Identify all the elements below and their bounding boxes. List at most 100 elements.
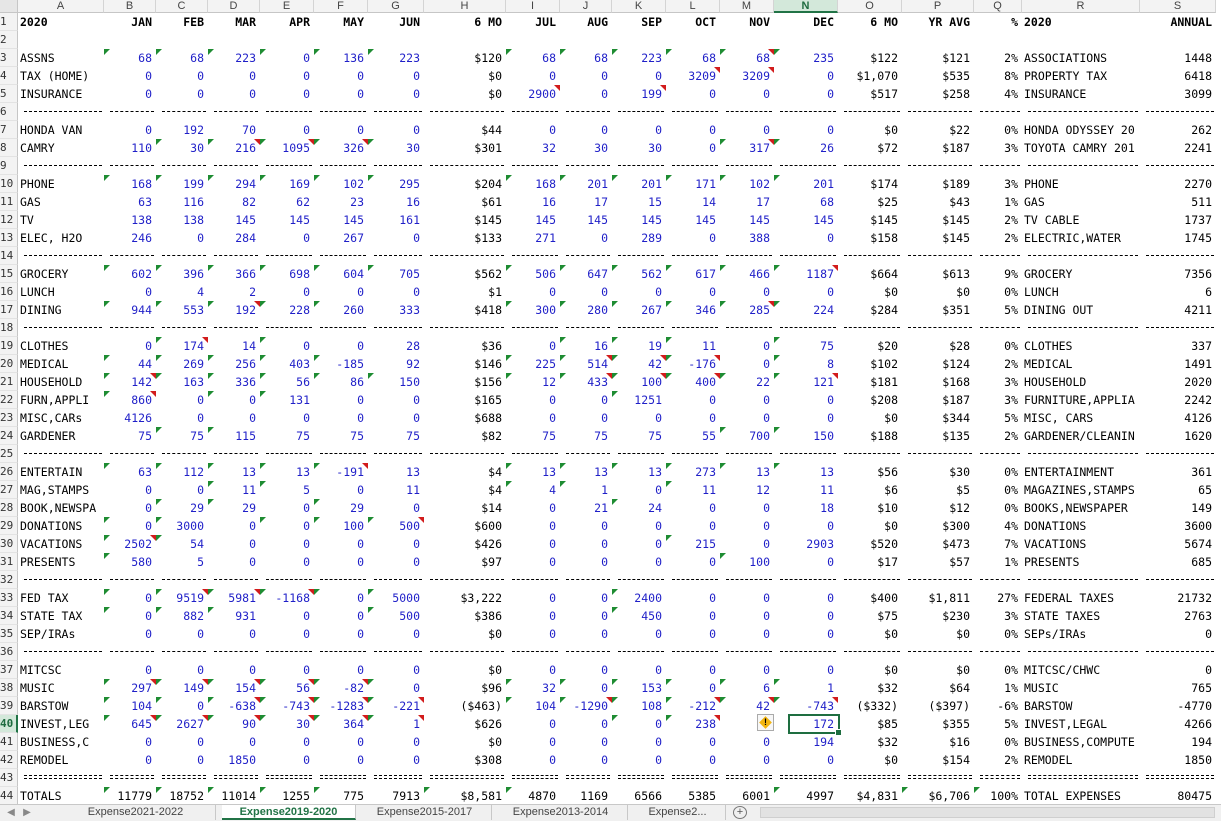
sheet-tab-2[interactable]: Expense2019-2020 — [222, 805, 356, 820]
cell-p17[interactable]: $351 — [942, 303, 970, 317]
cell-j10[interactable]: 201 — [560, 175, 612, 193]
cell-i8[interactable]: 32 — [542, 141, 556, 155]
cell-n21[interactable]: 121 — [774, 373, 838, 391]
cell-d34[interactable]: 931 — [208, 607, 260, 625]
cell-p26[interactable]: $30 — [949, 465, 970, 479]
column-header-f[interactable]: F — [314, 0, 368, 13]
column-header-g[interactable]: G — [368, 0, 424, 13]
cell-f16[interactable]: 0 — [357, 285, 364, 299]
cell-j40[interactable]: 0 — [601, 717, 608, 731]
cell-c21[interactable]: 163 — [156, 373, 208, 391]
cell-a11[interactable]: GAS — [20, 195, 41, 209]
cell-d22[interactable]: 0 — [208, 391, 260, 409]
cell-k31[interactable]: 0 — [655, 555, 662, 569]
cell-d37[interactable]: 0 — [249, 663, 256, 677]
cell-d19[interactable]: 14 — [242, 339, 256, 353]
row-header-31[interactable]: 31 — [0, 553, 18, 571]
cell-h30[interactable]: $426 — [474, 537, 502, 551]
cell-p21[interactable]: $168 — [942, 375, 970, 389]
cell-o34[interactable]: $75 — [877, 609, 898, 623]
cell-c13[interactable]: 0 — [197, 231, 204, 245]
column-header-e[interactable]: E — [260, 0, 314, 13]
cell-n20[interactable]: 8 — [774, 355, 838, 373]
cell-a19[interactable]: CLOTHES — [20, 339, 69, 353]
cell-o8[interactable]: $72 — [877, 141, 898, 155]
cell-q39[interactable]: -6% — [997, 699, 1018, 713]
cell-m5[interactable]: 0 — [763, 87, 770, 101]
cell-g20[interactable]: 92 — [406, 357, 420, 371]
cell-s34[interactable]: 2763 — [1184, 609, 1212, 623]
cell-h35[interactable]: $0 — [488, 627, 502, 641]
cell-k8[interactable]: 30 — [648, 141, 662, 155]
cell-q34[interactable]: 3% — [1004, 609, 1018, 623]
cell-r39[interactable]: BARSTOW — [1024, 699, 1073, 713]
cell-k42[interactable]: 0 — [655, 753, 662, 767]
cell-k24[interactable]: 75 — [648, 429, 662, 443]
cell-r24[interactable]: GARDENER/CLEANIN — [1024, 429, 1135, 443]
cell-r11[interactable]: GAS — [1024, 195, 1045, 209]
cell-d8[interactable]: 216 — [208, 139, 260, 157]
cell-a4[interactable]: TAX (HOME) — [20, 69, 90, 83]
cell-f27[interactable]: 0 — [357, 483, 364, 497]
cell-q3[interactable]: 2% — [1004, 51, 1018, 65]
cell-a24[interactable]: GARDENER — [20, 429, 76, 443]
cell-k29[interactable]: 0 — [655, 519, 662, 533]
cell-m29[interactable]: 0 — [763, 519, 770, 533]
cell-c1[interactable]: FEB — [183, 15, 204, 29]
cell-q26[interactable]: 0% — [1004, 465, 1018, 479]
cell-b10[interactable]: 168 — [104, 175, 156, 193]
cell-s19[interactable]: 337 — [1191, 339, 1212, 353]
cell-g29[interactable]: 500 — [368, 517, 424, 535]
cell-c23[interactable]: 0 — [197, 411, 204, 425]
cell-m41[interactable]: 0 — [763, 735, 770, 749]
row-header-6[interactable]: 6 — [0, 103, 18, 121]
cell-i29[interactable]: 0 — [549, 519, 556, 533]
cell-b26[interactable]: 63 — [104, 463, 156, 481]
cell-j41[interactable]: 0 — [601, 735, 608, 749]
cell-m19[interactable]: 0 — [763, 339, 770, 353]
cell-f4[interactable]: 0 — [357, 69, 364, 83]
cell-h26[interactable]: $4 — [488, 465, 502, 479]
cell-j3[interactable]: 68 — [560, 49, 612, 67]
cell-n24[interactable]: 150 — [774, 427, 838, 445]
cell-d3[interactable]: 223 — [208, 49, 260, 67]
cell-s13[interactable]: 1745 — [1184, 231, 1212, 245]
cell-c12[interactable]: 138 — [183, 213, 204, 227]
cell-a28[interactable]: BOOK,NEWSPA — [20, 501, 97, 515]
cell-a3[interactable]: ASSNS — [20, 51, 55, 65]
cell-h41[interactable]: $0 — [488, 735, 502, 749]
cell-s5[interactable]: 3099 — [1184, 87, 1212, 101]
cell-m21[interactable]: 22 — [720, 373, 774, 391]
cell-j19[interactable]: 16 — [560, 337, 612, 355]
cell-n13[interactable]: 0 — [827, 231, 834, 245]
cell-j15[interactable]: 647 — [560, 265, 612, 283]
cell-o7[interactable]: $0 — [884, 123, 898, 137]
column-header-r[interactable]: R — [1022, 0, 1140, 13]
cell-k19[interactable]: 19 — [612, 337, 666, 355]
column-header-m[interactable]: M — [720, 0, 774, 13]
cell-a31[interactable]: PRESENTS — [20, 555, 76, 569]
cell-m24[interactable]: 700 — [720, 427, 774, 445]
cell-h38[interactable]: $96 — [481, 681, 502, 695]
cell-f41[interactable]: 0 — [357, 735, 364, 749]
cell-a7[interactable]: HONDA VAN — [20, 123, 83, 137]
row-header-25[interactable]: 25 — [0, 445, 18, 463]
cell-d29[interactable]: 0 — [249, 519, 256, 533]
cell-b29[interactable]: 0 — [104, 517, 156, 535]
cell-s7[interactable]: 262 — [1191, 123, 1212, 137]
cell-f13[interactable]: 267 — [343, 231, 364, 245]
cell-b40[interactable]: 645 — [104, 715, 156, 733]
cell-a30[interactable]: VACATIONS — [20, 537, 83, 551]
sheet-tab-4[interactable]: Expense2013-2014 — [494, 805, 628, 820]
cell-g4[interactable]: 0 — [413, 69, 420, 83]
row-header-28[interactable]: 28 — [0, 499, 18, 517]
cell-o26[interactable]: $56 — [877, 465, 898, 479]
cell-s15[interactable]: 7356 — [1184, 267, 1212, 281]
cell-j30[interactable]: 0 — [601, 537, 608, 551]
row-header-11[interactable]: 11 — [0, 193, 18, 211]
row-header-19[interactable]: 19 — [0, 337, 18, 355]
cell-h42[interactable]: $308 — [474, 753, 502, 767]
cell-m33[interactable]: 0 — [763, 591, 770, 605]
cell-b27[interactable]: 0 — [145, 483, 152, 497]
cell-e5[interactable]: 0 — [303, 87, 310, 101]
